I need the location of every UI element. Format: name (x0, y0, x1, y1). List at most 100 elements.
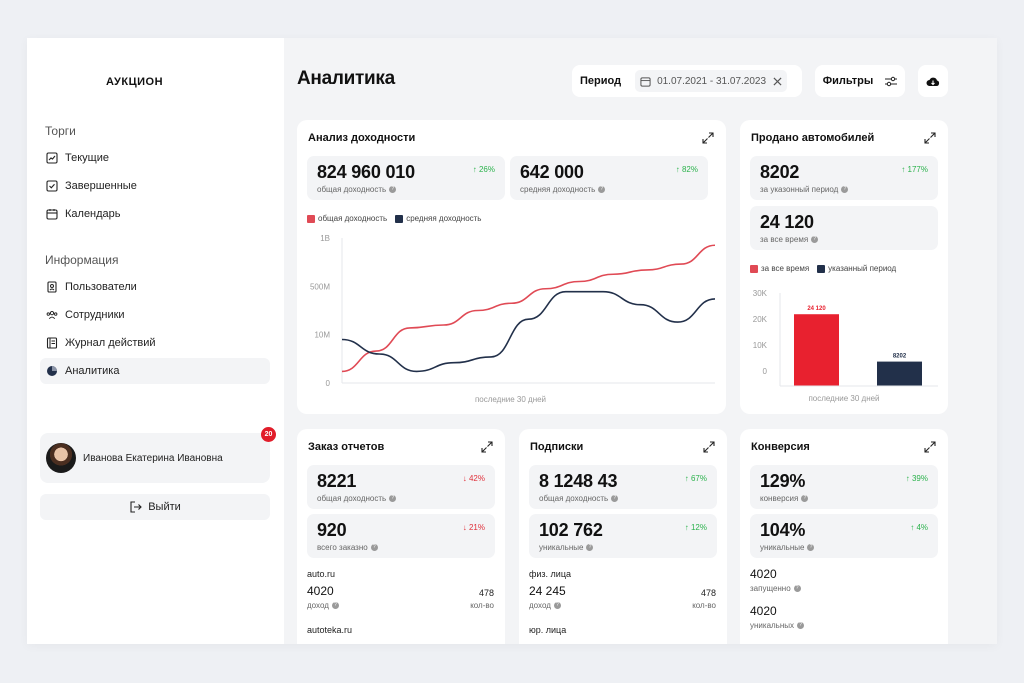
stat-value: 824 960 010 (317, 162, 415, 182)
date-range-field[interactable]: 01.07.2021 - 31.07.2023 (635, 70, 788, 92)
app-window: АУКЦИОН Торги Текущие Завершенные Календ… (27, 38, 997, 644)
bar-data-label: 24 120 (807, 306, 826, 312)
download-button[interactable] (918, 65, 948, 97)
filters-button[interactable]: Фильтры (815, 65, 905, 97)
help-icon: ? (793, 585, 801, 593)
legend-item-all-time[interactable]: за все время (750, 264, 809, 273)
stat-label: конверсия? (760, 494, 809, 503)
section-title-torgi: Торги (45, 124, 76, 138)
y-tick-label: 0 (326, 379, 331, 388)
stat-change: ↓ 21% (462, 523, 485, 532)
stat-value: 102 762 (539, 520, 603, 540)
sidebar-item-users[interactable]: Пользователи (40, 274, 270, 300)
list-source: физ. лица (529, 569, 571, 579)
stat-change: ↑ 26% (472, 165, 495, 174)
expand-icon[interactable] (924, 441, 936, 453)
period-label: Период (580, 75, 622, 87)
card-cars-sold: Продано автомобилей 8202 за указонный пе… (740, 120, 948, 414)
help-icon: ? (370, 544, 378, 552)
sidebar-item-current[interactable]: Текущие (40, 145, 270, 171)
legend-item-total[interactable]: общая доходность (307, 214, 387, 223)
stat-label: общая доходность? (317, 494, 397, 503)
stat-label: общая доходность? (539, 494, 619, 503)
logout-icon (130, 501, 142, 513)
expand-icon[interactable] (702, 132, 714, 144)
legend-item-period[interactable]: указанный период (817, 264, 896, 273)
stat-value: 129% (760, 471, 806, 491)
help-icon: ? (841, 186, 849, 194)
series-line-0 (341, 244, 716, 373)
user-card[interactable]: Иванова Екатерина Ивановна 20 (40, 427, 276, 483)
avatar (46, 443, 76, 473)
cloud-download-icon (926, 77, 940, 86)
stat-change: ↑ 177% (901, 165, 928, 174)
main-content: Аналитика Период 01.07.2021 - 31.07.2023… (284, 38, 997, 644)
card-title: Продано автомобилей (751, 132, 875, 144)
list-value-label: запущенно? (750, 584, 801, 593)
card-subscriptions: Подписки 8 1248 43 общая доходность? ↑ 6… (519, 429, 727, 644)
expand-icon[interactable] (703, 441, 715, 453)
income-line-chart: 0 10M 500M 1B последние 30 дней (310, 234, 716, 404)
list-value: 24 245 (529, 584, 566, 598)
help-icon: ? (807, 544, 815, 552)
y-tick-label: 0 (763, 367, 768, 376)
logout-button[interactable]: Выйти (40, 494, 270, 520)
journal-icon (46, 337, 58, 349)
users-icon (46, 309, 58, 321)
card-title: Подписки (530, 441, 584, 453)
stat-reports-total: 920 всего заказно? ↓ 21% (307, 514, 495, 558)
bar-1 (877, 361, 922, 386)
app-logo[interactable]: АУКЦИОН (106, 76, 164, 88)
legend-item-avg[interactable]: средняя доходность (395, 214, 481, 223)
y-tick-label: 30K (753, 289, 768, 298)
stat-avg-income: 642 000 средняя доходность? ↑ 82% (510, 156, 708, 200)
checkbox-icon (750, 264, 758, 273)
stat-conversion-unique: 104% уникальные? ↑ 4% (750, 514, 938, 558)
checkbox-icon (307, 214, 315, 223)
list-value-label: доход? (529, 601, 561, 610)
list-count-label: кол-во (470, 601, 494, 610)
sidebar-item-calendar[interactable]: Календарь (40, 201, 270, 227)
chart-legend: общая доходность средняя доходность (307, 214, 489, 223)
stat-value: 920 (317, 520, 347, 540)
sidebar-item-label: Текущие (65, 152, 109, 164)
sidebar-item-analytics[interactable]: Аналитика (40, 358, 270, 384)
stat-subs-income: 8 1248 43 общая доходность? ↑ 67% (529, 465, 717, 509)
stat-change: ↑ 67% (684, 474, 707, 483)
date-range-value: 01.07.2021 - 31.07.2023 (657, 75, 767, 87)
stat-change: ↑ 82% (675, 165, 698, 174)
stat-value: 24 120 (760, 212, 814, 232)
card-conversion: Конверсия 129% конверсия? ↑ 39% 104% уни… (740, 429, 948, 644)
chart-legend: за все время указанный период (750, 264, 904, 273)
stat-label: всего заказно? (317, 543, 378, 552)
expand-icon[interactable] (481, 441, 493, 453)
stat-label: средняя доходность? (520, 185, 606, 194)
calendar-icon (640, 76, 651, 87)
expand-icon[interactable] (924, 132, 936, 144)
list-value: 4020 (307, 584, 334, 598)
stat-change: ↑ 4% (910, 523, 928, 532)
notification-badge[interactable]: 20 (261, 427, 276, 442)
sidebar-item-label: Аналитика (65, 365, 120, 377)
help-icon: ? (801, 495, 809, 503)
close-icon[interactable] (773, 76, 782, 86)
help-icon: ? (389, 186, 397, 194)
card-title: Конверсия (751, 441, 810, 453)
y-tick-label: 500M (310, 282, 330, 291)
stat-total-income: 824 960 010 общая доходность? ↑ 26% (307, 156, 505, 200)
period-picker: Период 01.07.2021 - 31.07.2023 (572, 65, 802, 97)
y-tick-label: 10K (753, 341, 768, 350)
user-name: Иванова Екатерина Ивановна (83, 452, 223, 464)
stat-label: за все время? (760, 235, 819, 244)
page-title: Аналитика (297, 68, 395, 89)
stat-value: 8221 (317, 471, 357, 491)
checkbox-icon (395, 214, 404, 223)
y-tick-label: 1B (320, 234, 330, 243)
sidebar-item-finished[interactable]: Завершенные (40, 173, 270, 199)
stat-cars-period: 8202 за указонный период? ↑ 177% (750, 156, 938, 200)
help-icon: ? (797, 622, 805, 630)
sidebar-item-staff[interactable]: Сотрудники (40, 302, 270, 328)
sidebar-item-journal[interactable]: Журнал действий (40, 330, 270, 356)
list-source: auto.ru (307, 569, 336, 579)
y-tick-label: 10M (314, 331, 330, 340)
